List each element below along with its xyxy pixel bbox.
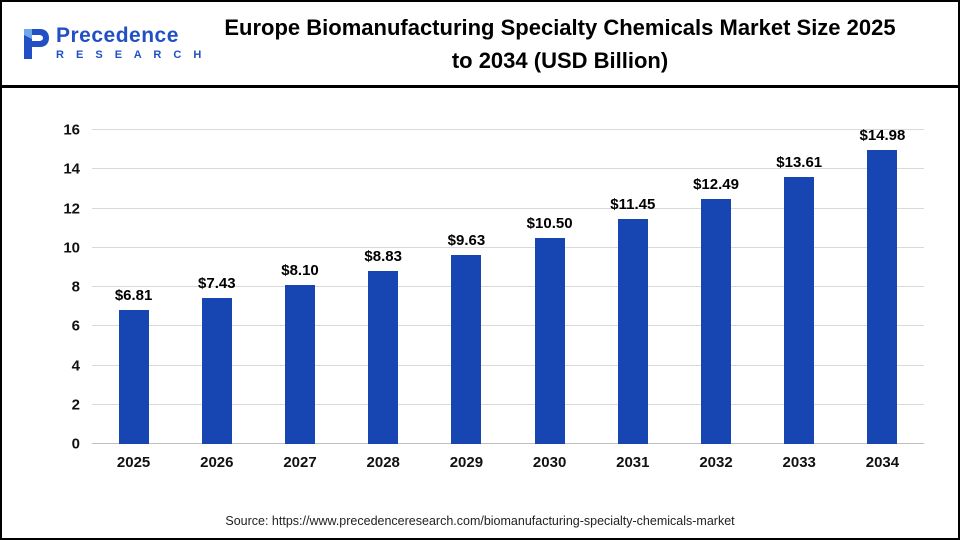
- bar-value-label-2029: $9.63: [447, 232, 486, 250]
- x-axis-label-2034: 2034: [865, 454, 900, 471]
- logo-text: Precedence R E S E A R C H: [56, 25, 206, 62]
- gridline: [92, 325, 924, 327]
- bar-2025: [118, 310, 149, 444]
- x-axis-baseline: [92, 443, 924, 444]
- gridline: [92, 129, 924, 130]
- source-attribution: Source: https://www.precedenceresearch.c…: [225, 514, 735, 528]
- x-axis-label-2027: 2027: [283, 454, 317, 471]
- y-axis-tick-label: 2: [71, 396, 80, 414]
- bar-value-label-2034: $14.98: [859, 127, 906, 145]
- y-axis-tick-label: 6: [71, 317, 80, 335]
- x-axis-label-2025: 2025: [116, 454, 151, 471]
- bar-value-label-2031: $11.45: [610, 196, 656, 214]
- y-axis-tick-label: 4: [71, 357, 80, 374]
- bar-value-label-2028: $8.83: [364, 247, 402, 265]
- bar-2034: [867, 150, 898, 444]
- x-axis-labels: 2025 2026 2027 2028 2029 2030 2031 2032 2033 2034: [92, 454, 924, 471]
- bar-column-2031: $11.45: [591, 130, 674, 444]
- bar-2026: [201, 298, 232, 444]
- logo-subtitle: R E S E A R C H: [56, 49, 206, 62]
- bar-value-label-2033: $13.61: [776, 153, 823, 171]
- x-axis-label-2030: 2030: [532, 454, 567, 471]
- bar-column-2026: $7.43: [175, 130, 258, 444]
- gridline: [92, 403, 924, 405]
- bar-2031: [617, 219, 648, 444]
- logo-name: Precedence: [56, 24, 179, 48]
- bar-column-2028: $8.83: [342, 130, 425, 444]
- bar-column-2030: $10.50: [508, 130, 591, 444]
- bar-value-label-2030: $10.50: [526, 214, 573, 232]
- bar-value-label-2025: $6.81: [114, 287, 153, 305]
- y-axis-tick-label: 0: [71, 435, 80, 453]
- y-axis-tick-label: 10: [63, 239, 80, 257]
- gridline: [92, 286, 924, 287]
- precedence-research-logo: Precedence R E S E A R C H: [20, 25, 210, 62]
- bar-column-2034: $14.98: [841, 127, 924, 444]
- bar-2033: [784, 176, 815, 444]
- plot-area: 0 2 4 6 8 10 12 14 16 $6.81 $7.43 $8.10 $8.83 $9.63 $1…: [63, 122, 924, 453]
- y-axis-tick-label: 12: [63, 200, 80, 217]
- bar-column-2027: $8.10: [258, 130, 341, 444]
- bar-columns: $6.81 $7.43 $8.10 $8.83 $9.63 $10.50 $11.45 $12…: [92, 127, 924, 444]
- bar-2027: [285, 285, 315, 444]
- bar-value-label-2027: $8.10: [281, 262, 319, 280]
- x-axis-label-2026: 2026: [200, 454, 234, 471]
- bar-column-2033: $13.61: [758, 130, 841, 444]
- bar-value-label-2026: $7.43: [198, 275, 236, 293]
- bar-column-2032: $12.49: [674, 130, 757, 444]
- x-axis-label-2032: 2032: [699, 454, 733, 471]
- gridline: [92, 168, 924, 170]
- bar-2028: [368, 270, 399, 444]
- gridline: [92, 246, 924, 248]
- y-axis-tick-label: 8: [71, 278, 80, 296]
- x-axis-label-2033: 2033: [782, 454, 816, 471]
- y-axis-tick-label: 16: [63, 121, 80, 139]
- gridline: [92, 364, 924, 366]
- bar-2030: [534, 237, 565, 444]
- chart-area: 0 2 4 6 8 10 12 14 16 $6.81 $7.43 $8.10 $8.83 $9.63 $1…: [50, 112, 924, 453]
- gridline: [92, 207, 924, 209]
- bar-column-2025: $6.81: [92, 130, 175, 444]
- bar-value-label-2032: $12.49: [693, 175, 739, 193]
- logo-icon: [24, 28, 49, 59]
- bar-2029: [451, 255, 482, 444]
- bar-column-2029: $9.63: [425, 130, 508, 444]
- x-axis-label-2031: 2031: [616, 454, 650, 471]
- y-axis-tick-label: 14: [63, 160, 80, 178]
- chart-title: Europe Biomanufacturing Specialty Chemic…: [224, 14, 896, 73]
- header: Precedence R E S E A R C H Europe Bioman…: [2, 2, 958, 88]
- x-axis-label-2028: 2028: [366, 454, 400, 471]
- bar-2032: [701, 198, 732, 444]
- x-axis-label-2029: 2029: [449, 454, 484, 471]
